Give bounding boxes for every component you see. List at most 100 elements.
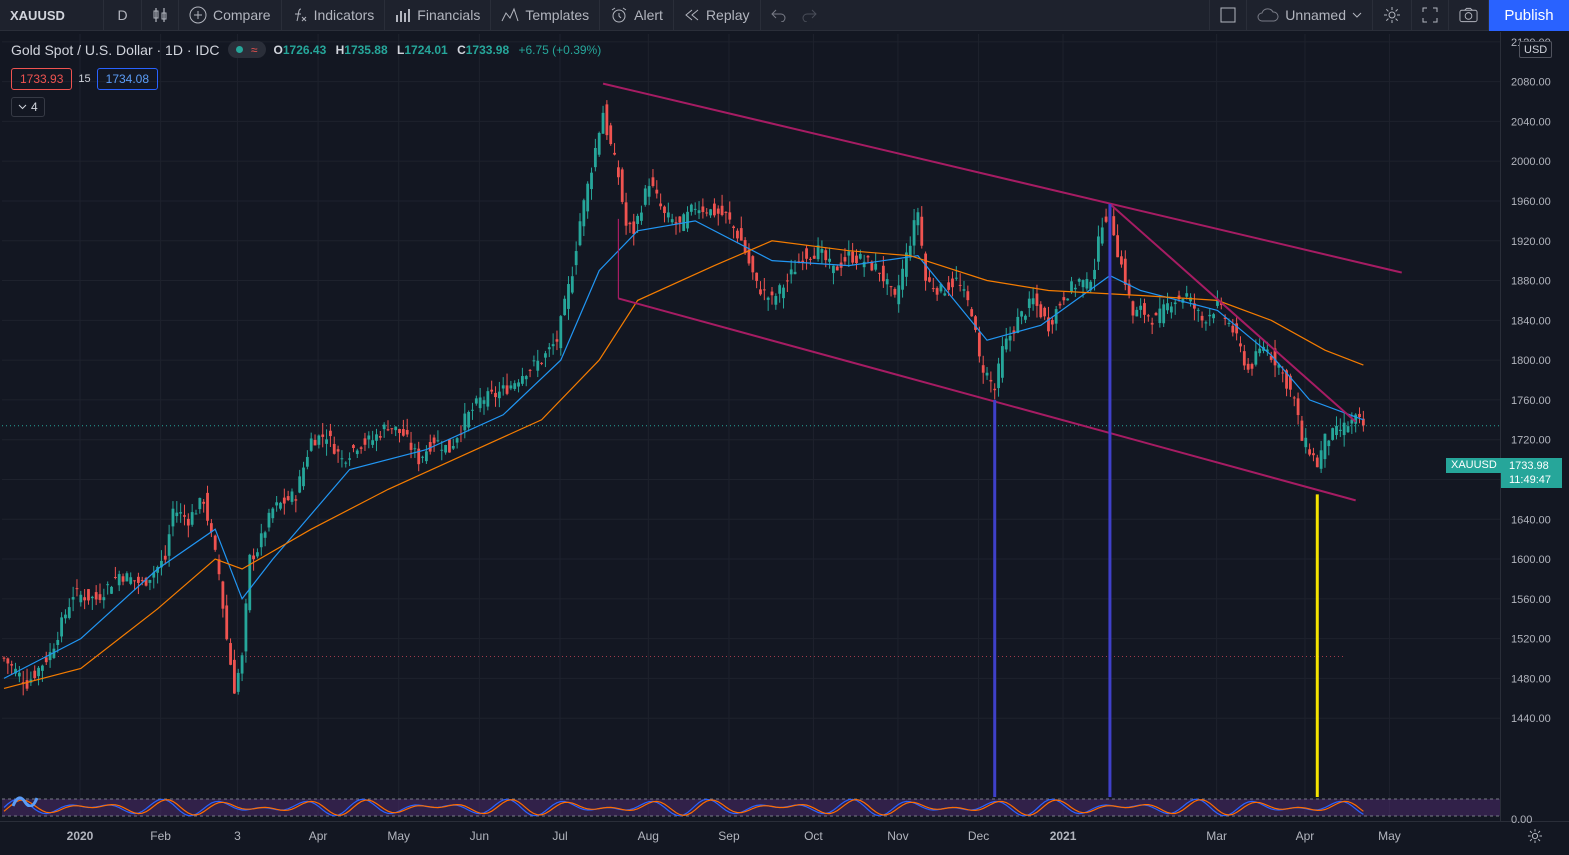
candle-body — [620, 169, 624, 202]
candle-body — [951, 278, 954, 288]
candle-body — [513, 383, 517, 389]
price-chart[interactable]: 1440.00 1480.00 1520.00 1560.00 1600.00 1640.… — [0, 32, 1569, 855]
candle-body — [889, 286, 893, 288]
candle-body — [1008, 335, 1012, 341]
x-tick-label: Dec — [968, 829, 989, 843]
currency-button[interactable]: USD — [1519, 41, 1553, 58]
candle-body — [467, 411, 471, 428]
candle-body — [394, 426, 398, 431]
fullscreen-button[interactable] — [1412, 0, 1449, 31]
candle-body — [332, 443, 336, 454]
tradingview-logo-icon[interactable] — [12, 793, 38, 807]
templates-button[interactable]: Templates — [491, 0, 601, 31]
chart-area[interactable]: 1440.00 1480.00 1520.00 1560.00 1600.00 1640.… — [0, 32, 1569, 855]
series-legend: Gold Spot / U.S. Dollar · 1D · IDC ≈ O17… — [11, 41, 607, 58]
candle-body — [985, 372, 989, 376]
candle-body — [1342, 422, 1346, 436]
x-tick-label: May — [387, 829, 410, 843]
candle-body — [570, 276, 574, 293]
screenshot-button[interactable] — [1449, 0, 1489, 31]
symbol-search-button[interactable]: XAUUSD — [0, 0, 104, 31]
interval-button[interactable]: D — [104, 0, 142, 31]
candle-body — [1304, 437, 1308, 448]
market-status-badge[interactable]: ≈ — [227, 41, 266, 58]
compare-button[interactable]: Compare — [179, 0, 282, 31]
series-title: Gold Spot / U.S. Dollar · 1D · IDC — [11, 41, 220, 58]
candle-body — [106, 584, 110, 586]
candle-body — [344, 462, 348, 464]
candle-body — [835, 266, 839, 271]
candle-body — [378, 436, 382, 438]
candle-body — [382, 424, 386, 430]
candle-body — [663, 206, 666, 214]
save-layout-button[interactable]: Unnamed — [1247, 0, 1373, 31]
replay-label: Replay — [705, 7, 750, 23]
candle-body — [874, 263, 878, 270]
indicators-collapse-button[interactable]: 4 — [11, 97, 45, 117]
layout-select-button[interactable] — [1209, 0, 1248, 31]
candle-body — [782, 287, 785, 299]
candle-body — [1346, 426, 1350, 433]
financials-button[interactable]: Financials — [385, 0, 492, 31]
sell-price-button[interactable]: 1733.93 — [11, 68, 73, 90]
buy-price-button[interactable]: 1734.08 — [96, 68, 159, 90]
candle-body — [152, 572, 156, 578]
candle-body — [236, 672, 240, 692]
trendline-channel-bottom — [618, 297, 1356, 502]
candle-body — [1035, 293, 1039, 306]
candle-body — [1189, 297, 1192, 302]
camera-icon — [1459, 7, 1478, 23]
rewind-icon — [685, 9, 699, 21]
candle-body — [1308, 449, 1311, 455]
candle-body — [993, 388, 997, 391]
candle-body — [901, 268, 904, 290]
y-tick-label: 1840.00 — [1511, 315, 1551, 327]
candle-body — [1043, 307, 1047, 317]
y-tick-label: 1760.00 — [1511, 395, 1551, 407]
candle-body — [1004, 338, 1008, 350]
indicators-button[interactable]: Indicators — [282, 0, 386, 31]
candle-body — [805, 248, 808, 259]
publish-button[interactable]: Publish — [1489, 0, 1569, 31]
y-tick-label: 1560.00 — [1511, 594, 1551, 606]
candle-body — [578, 221, 582, 246]
candle-body — [10, 664, 14, 666]
candle-body — [878, 272, 881, 274]
replay-button[interactable]: Replay — [674, 0, 761, 31]
candle-body — [1358, 413, 1361, 418]
candle-body — [244, 603, 248, 652]
candle-body — [229, 643, 232, 665]
candle-body — [233, 659, 236, 694]
candle-body — [670, 219, 674, 223]
candle-body — [67, 607, 71, 618]
candle-body — [832, 265, 835, 274]
candle-body — [935, 288, 939, 295]
candle-body — [1100, 227, 1104, 244]
alert-button[interactable]: Alert — [600, 0, 674, 31]
candle-body — [129, 577, 133, 584]
candle-body — [532, 360, 536, 362]
candle-body — [547, 347, 551, 350]
x-tick-label: Aug — [638, 829, 659, 843]
candle-body — [912, 220, 916, 246]
candle-body — [517, 382, 520, 387]
candle-body — [551, 344, 555, 347]
candle-body — [574, 251, 578, 266]
x-tick-label: Oct — [804, 829, 823, 843]
candle-body — [617, 167, 620, 178]
scale-settings-gear-icon[interactable] — [1527, 828, 1543, 844]
candle-body — [943, 293, 947, 296]
candle-body — [17, 672, 21, 677]
x-tick-label: Nov — [887, 829, 908, 843]
settings-button[interactable] — [1373, 0, 1412, 31]
candle-body — [398, 428, 401, 434]
candle-body — [497, 391, 501, 399]
undo-icon[interactable] — [770, 8, 787, 22]
redo-icon[interactable] — [801, 8, 817, 22]
candle-body — [110, 586, 113, 594]
chart-type-button[interactable] — [142, 0, 179, 31]
candle-body — [259, 533, 263, 548]
candle-body — [1361, 418, 1365, 426]
undo-redo-group — [761, 0, 827, 31]
candle-body — [1162, 304, 1166, 324]
